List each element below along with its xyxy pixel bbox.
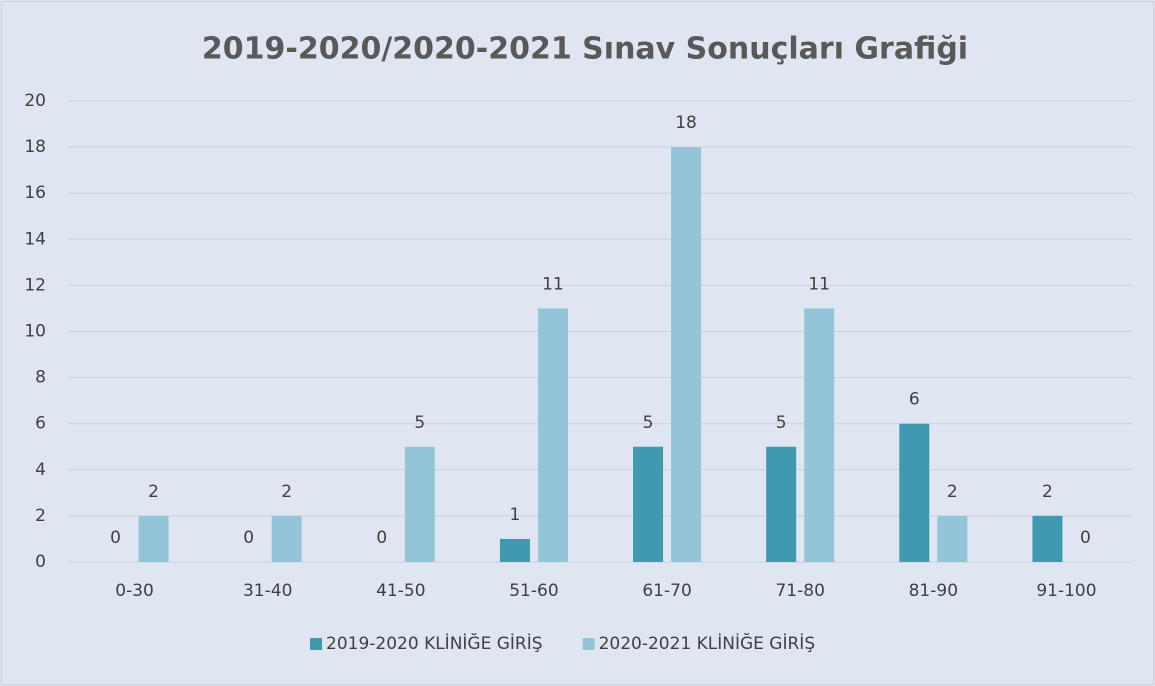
bar [899, 423, 930, 562]
value-label: 2 [281, 482, 292, 502]
y-tick-label: 8 [35, 368, 46, 388]
x-tick-label: 71-80 [775, 581, 824, 601]
y-tick-label: 18 [24, 137, 46, 157]
x-tick-label: 0-30 [115, 581, 154, 601]
bar [1032, 515, 1063, 562]
legend-label: 2019-2020 KLİNİĞE GİRİŞ [326, 632, 543, 654]
value-label: 0 [110, 528, 121, 548]
bar [671, 147, 702, 562]
legend-label: 2020-2021 KLİNİĞE GİRİŞ [599, 632, 816, 654]
x-tick-label: 81-90 [909, 581, 958, 601]
x-tick-label: 31-40 [243, 581, 292, 601]
y-tick-label: 6 [35, 414, 46, 434]
value-label: 1 [510, 505, 521, 525]
y-tick-label: 4 [35, 460, 46, 480]
bar [271, 515, 302, 562]
bar [804, 308, 835, 562]
value-label: 11 [542, 274, 564, 294]
value-label: 0 [376, 528, 387, 548]
x-tick-label: 91-100 [1036, 581, 1096, 601]
x-tick-label: 51-60 [509, 581, 558, 601]
bar [499, 538, 530, 562]
x-tick-label: 61-70 [642, 581, 691, 601]
y-tick-label: 2 [35, 506, 46, 526]
value-label: 2 [947, 482, 958, 502]
y-tick-label: 12 [24, 275, 46, 295]
value-label: 18 [675, 113, 697, 133]
value-label: 5 [414, 413, 425, 433]
y-tick-label: 0 [35, 552, 46, 572]
bar [138, 515, 169, 562]
bar [937, 515, 968, 562]
x-tick-label: 41-50 [376, 581, 425, 601]
bar [537, 308, 568, 562]
value-label: 11 [808, 274, 830, 294]
value-label: 0 [1080, 528, 1091, 548]
value-label: 2 [148, 482, 159, 502]
value-label: 5 [643, 413, 654, 433]
value-label: 5 [776, 413, 787, 433]
y-tick-label: 16 [24, 183, 46, 203]
bar [766, 446, 797, 562]
bar [404, 446, 435, 562]
value-label: 0 [243, 528, 254, 548]
y-tick-label: 14 [24, 229, 46, 249]
legend-swatch [582, 638, 595, 650]
legend-swatch [310, 638, 322, 650]
y-tick-label: 10 [24, 322, 46, 342]
y-tick-label: 20 [24, 91, 46, 111]
value-label: 6 [909, 390, 920, 410]
chart-title: 2019-2020/2020-2021 Sınav Sonuçları Graf… [202, 32, 968, 67]
bar [633, 446, 664, 562]
value-label: 2 [1042, 482, 1053, 502]
